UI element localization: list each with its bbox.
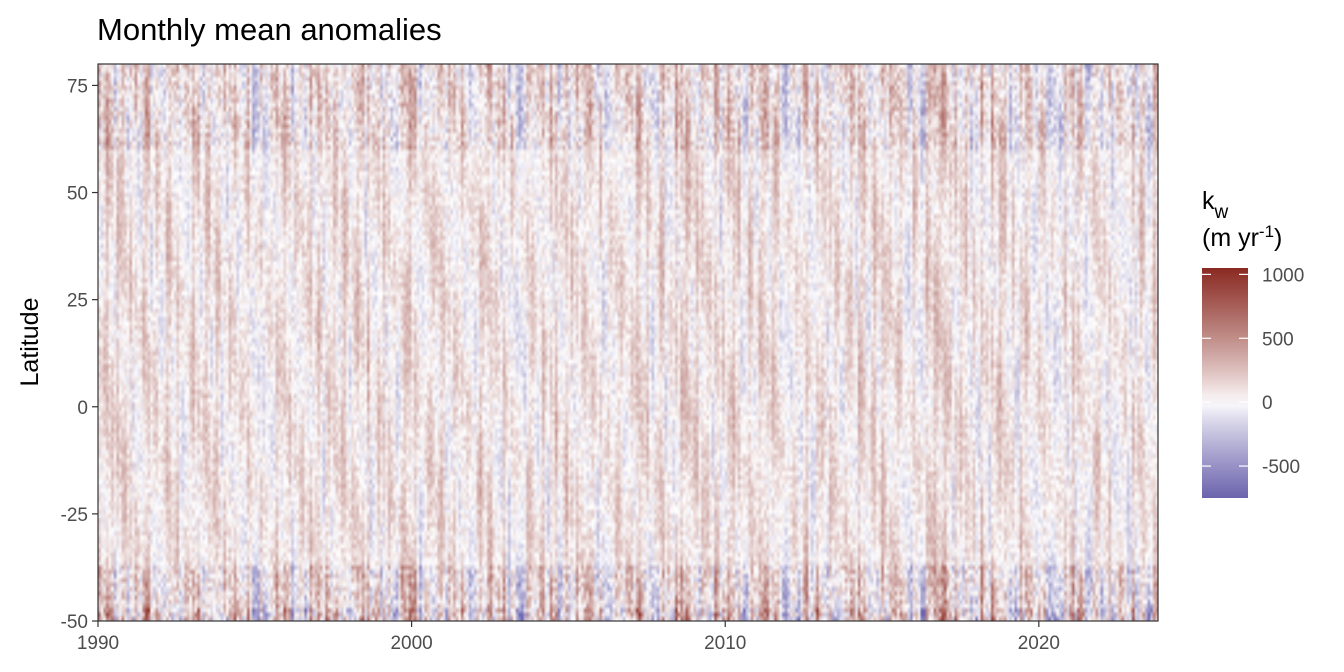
legend-unit-superscript: -1 bbox=[1259, 222, 1274, 241]
legend-unit-suffix: ) bbox=[1274, 224, 1282, 252]
legend-colorbar bbox=[1202, 268, 1248, 498]
x-tick-label: 1990 bbox=[77, 633, 119, 654]
legend-title-subscript: w bbox=[1214, 202, 1229, 223]
x-tick-label: 2020 bbox=[1018, 633, 1060, 654]
legend-tick-label: 0 bbox=[1262, 393, 1273, 414]
legend: kw (m yr-1) 1000 500 0 -500 bbox=[1202, 187, 1304, 498]
legend-ticks: 1000 500 0 -500 bbox=[1202, 265, 1304, 478]
y-axis: -50 -25 0 25 50 75 bbox=[61, 76, 98, 633]
y-tick-label: -50 bbox=[61, 612, 88, 633]
y-tick-label: 0 bbox=[77, 398, 88, 419]
legend-unit-prefix: (m yr bbox=[1202, 224, 1259, 252]
y-tick-label: 75 bbox=[67, 76, 88, 97]
y-tick-label: 50 bbox=[67, 184, 88, 205]
legend-tick-label: 500 bbox=[1262, 329, 1294, 350]
x-axis: 1990 2000 2010 2020 bbox=[77, 621, 1060, 654]
y-tick-label: 25 bbox=[67, 291, 88, 312]
plot-area bbox=[97, 63, 1159, 622]
y-axis-title: Latitude bbox=[16, 298, 44, 387]
heatmap-raster bbox=[98, 64, 1158, 621]
legend-unit: (m yr-1) bbox=[1202, 222, 1282, 252]
legend-title: kw bbox=[1202, 187, 1229, 223]
chart-title: Monthly mean anomalies bbox=[97, 12, 442, 47]
y-tick-label: -25 bbox=[61, 505, 88, 526]
x-tick-label: 2010 bbox=[704, 633, 746, 654]
plot-border bbox=[97, 63, 1159, 622]
x-tick-label: 2000 bbox=[390, 633, 432, 654]
legend-tick-label: 1000 bbox=[1262, 265, 1304, 286]
legend-title-main: k bbox=[1202, 187, 1215, 215]
legend-tick-label: -500 bbox=[1262, 457, 1300, 478]
